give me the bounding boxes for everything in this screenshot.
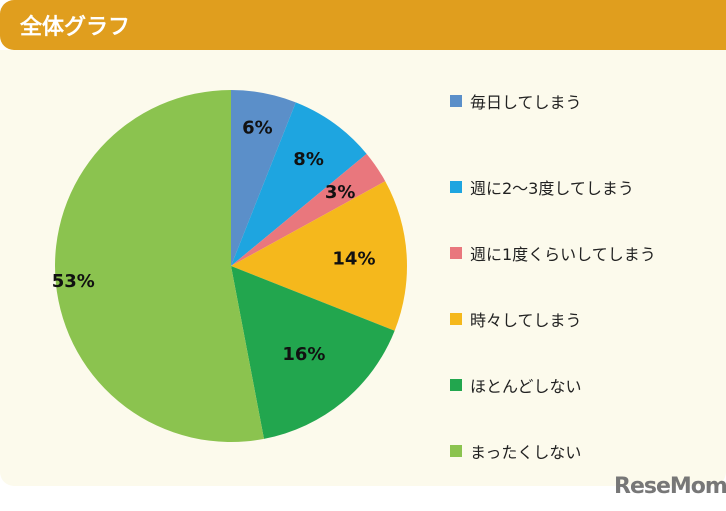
legend-swatch <box>450 313 462 325</box>
legend-swatch <box>450 95 462 107</box>
legend-label: まったくしない <box>470 443 582 462</box>
data-label: 14% <box>332 248 375 269</box>
data-label: 53% <box>52 271 95 292</box>
pie-slice <box>231 266 395 439</box>
data-label: 6% <box>242 118 273 139</box>
pie-slice <box>231 153 386 266</box>
data-label: 16% <box>282 344 325 365</box>
header-bar: 全体グラフ <box>0 0 726 50</box>
legend: 毎日してしまう週に2〜3度してしまう週に1度くらいしてしまう 時々してしまう ほとん… <box>450 88 656 484</box>
legend-label: ほとんどしない <box>470 377 582 396</box>
legend-label: 週に2〜3度してしまう <box>470 179 634 198</box>
legend-item: まったくしない <box>450 418 656 484</box>
legend-item: 週に2〜3度してしまう <box>450 154 656 220</box>
pie-slice <box>231 181 407 331</box>
legend-swatch <box>450 445 462 457</box>
data-label: 3% <box>325 182 356 203</box>
legend-label: 毎日してしまう <box>470 93 582 112</box>
pie-slice <box>231 102 367 266</box>
data-label: 8% <box>293 149 324 170</box>
legend-item: ほとんどしない <box>450 352 656 418</box>
legend-item: 週に1度くらいしてしまう <box>450 220 656 286</box>
legend-swatch <box>450 379 462 391</box>
page-title: 全体グラフ <box>20 15 131 40</box>
pie-slice <box>55 90 264 442</box>
legend-item: 時々してしまう <box>450 286 656 352</box>
legend-label: 週に1度くらいしてしまう <box>470 245 656 264</box>
resemom-logo: ReseMom <box>614 474 726 499</box>
legend-label: 時々してしまう <box>470 311 582 330</box>
legend-swatch <box>450 181 462 193</box>
legend-swatch <box>450 247 462 259</box>
legend-item: 毎日してしまう <box>450 88 656 114</box>
pie-slice <box>231 90 296 266</box>
